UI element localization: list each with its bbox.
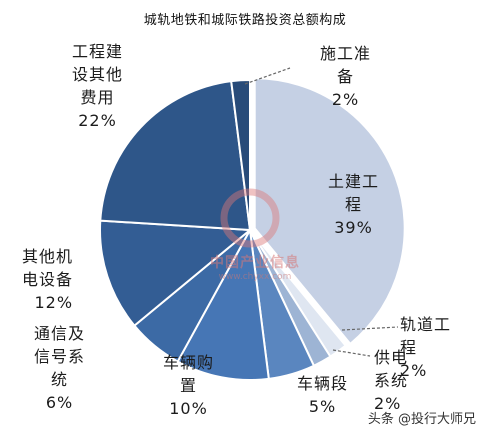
watermark-logo-icon	[220, 188, 280, 248]
slice-chelianggouzhi	[176, 226, 270, 381]
slice-tujian	[253, 77, 406, 346]
chart-title: 城轨地铁和城际铁路投资总额构成	[143, 13, 347, 28]
watermark-url: www.chyxx.com	[218, 272, 292, 282]
label-qita-jidian: 其他机 电设备 12%	[22, 247, 74, 312]
slice-qita-jidian	[99, 219, 253, 328]
label-gongcheng-qita: 工程建 设其他 费用 22%	[72, 42, 124, 130]
slice-shigong-zhunbei	[230, 78, 251, 231]
watermark-brand: 中国产业信息	[210, 255, 300, 271]
leader-line-shigong	[244, 67, 291, 85]
leader-line-guidao	[341, 326, 399, 331]
leader-line-gongdian	[332, 349, 371, 357]
label-cheliangduan: 车辆段 5%	[297, 374, 349, 416]
label-shigong-zhunbei: 施工准 备 2%	[320, 44, 372, 109]
label-chelianggouzhi: 车辆购 置 10%	[163, 353, 215, 418]
slice-gongcheng-qita	[99, 80, 252, 232]
label-gongdian: 供电 系统 2%	[374, 348, 409, 413]
label-guidao: 轨道工 程 2%	[400, 315, 452, 380]
attribution-text: 头条 @投行大师兄	[367, 412, 476, 427]
label-tongxin: 通信及 信号系 统 6%	[34, 324, 86, 412]
label-tujian: 土建工 程 39%	[328, 172, 380, 237]
